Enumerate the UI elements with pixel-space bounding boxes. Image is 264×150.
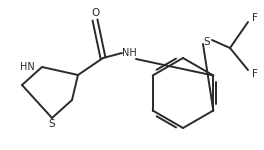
Text: S: S bbox=[49, 119, 55, 129]
Text: F: F bbox=[252, 69, 258, 79]
Text: O: O bbox=[91, 8, 99, 18]
Text: F: F bbox=[252, 13, 258, 23]
Text: NH: NH bbox=[122, 48, 136, 58]
Text: S: S bbox=[204, 37, 210, 47]
Text: HN: HN bbox=[20, 62, 35, 72]
